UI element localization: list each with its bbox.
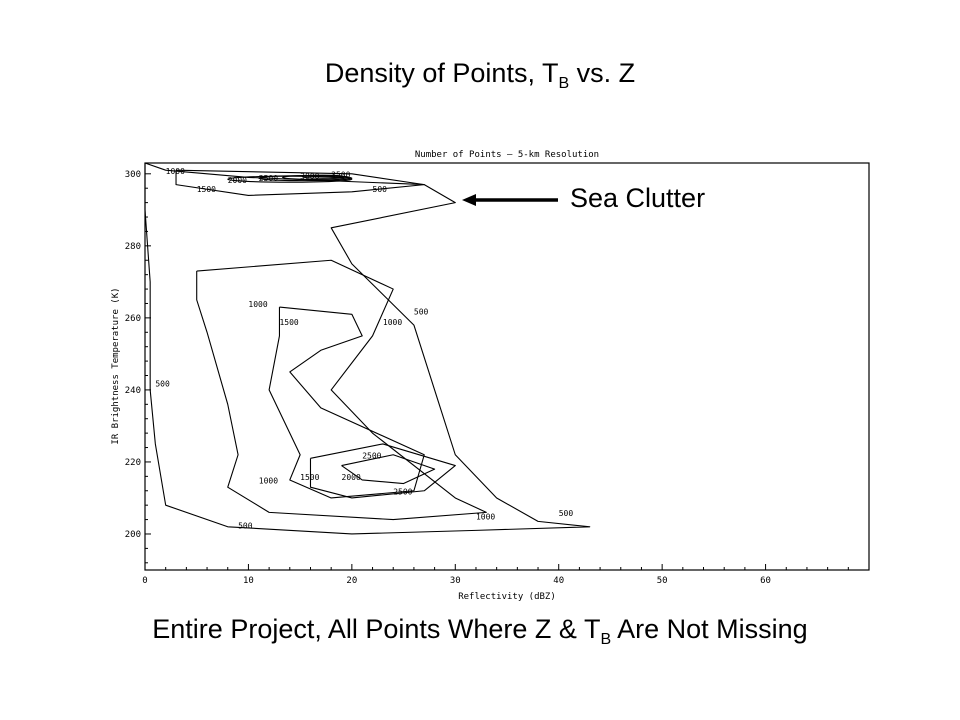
sea-clutter-core-contour — [301, 174, 345, 179]
title-end: vs. Z — [569, 58, 636, 88]
contour-1500-2 — [268, 306, 425, 499]
contour-label: 1500 — [279, 318, 298, 327]
contour-1000-5 — [175, 169, 425, 196]
contour-label: 2000 — [228, 176, 247, 185]
y-tick-label: 260 — [125, 314, 141, 324]
title-subscript: B — [558, 75, 570, 92]
contour-label: 1500 — [197, 185, 216, 194]
contour-2500-4 — [341, 454, 436, 485]
title-main: Density of Points, T — [324, 58, 559, 88]
contour-label: 2500 — [259, 174, 278, 183]
slide-title: Density of Points, TB vs. Z — [0, 58, 960, 93]
contour-label: 2000 — [342, 473, 361, 482]
y-tick-label: 240 — [125, 386, 141, 396]
contour-label: 3500 — [331, 170, 350, 179]
contour-label: 2500 — [362, 451, 381, 460]
contour-label: 1000 — [476, 513, 495, 522]
y-tick-label: 300 — [125, 170, 141, 180]
contour-label: 500 — [155, 379, 170, 388]
contour-label: 500 — [559, 509, 574, 518]
y-tick-label: 220 — [125, 458, 141, 468]
contour-label: 500 — [238, 522, 253, 531]
contour-label: 1000 — [248, 300, 267, 309]
contour-2000-3 — [309, 443, 456, 499]
contour-500-0 — [144, 162, 591, 535]
x-tick-label: 40 — [553, 576, 564, 586]
contour-label: 500 — [414, 307, 429, 316]
chart-title: Number of Points – 5-km Resolution — [415, 150, 599, 160]
x-tick-label: 30 — [450, 576, 461, 586]
contour-1000-1 — [196, 259, 487, 521]
x-tick-label: 20 — [346, 576, 357, 586]
slide-caption: Entire Project, All Points Where Z & TB … — [0, 614, 960, 649]
contour-label: 1000 — [166, 167, 185, 176]
y-tick-label: 280 — [125, 242, 141, 252]
caption-main: Entire Project, All Points Where Z & T — [152, 614, 601, 644]
x-tick-label: 10 — [243, 576, 254, 586]
axis-ticks: 0 10 20 30 40 50 60 200 220 240 260 280 300 — [125, 170, 849, 586]
caption-subscript: B — [600, 631, 612, 648]
y-axis-label: IR Brightness Temperature (K) — [111, 287, 121, 444]
contour-label: 2500 — [393, 487, 412, 496]
x-tick-label: 0 — [142, 576, 147, 586]
sea-clutter-label: Sea Clutter — [570, 183, 706, 213]
x-axis-label: Reflectivity (dBZ) — [458, 592, 556, 602]
plot-frame — [144, 162, 870, 571]
contour-label: 1000 — [259, 477, 278, 486]
contour-label: 1000 — [383, 318, 402, 327]
callout-arrow — [462, 194, 558, 206]
contour-label: 1500 — [300, 473, 319, 482]
y-tick-label: 200 — [125, 530, 141, 540]
x-tick-label: 50 — [657, 576, 668, 586]
caption-end: Are Not Missing — [611, 614, 808, 644]
x-tick-label: 60 — [760, 576, 771, 586]
arrow-head — [462, 194, 476, 206]
